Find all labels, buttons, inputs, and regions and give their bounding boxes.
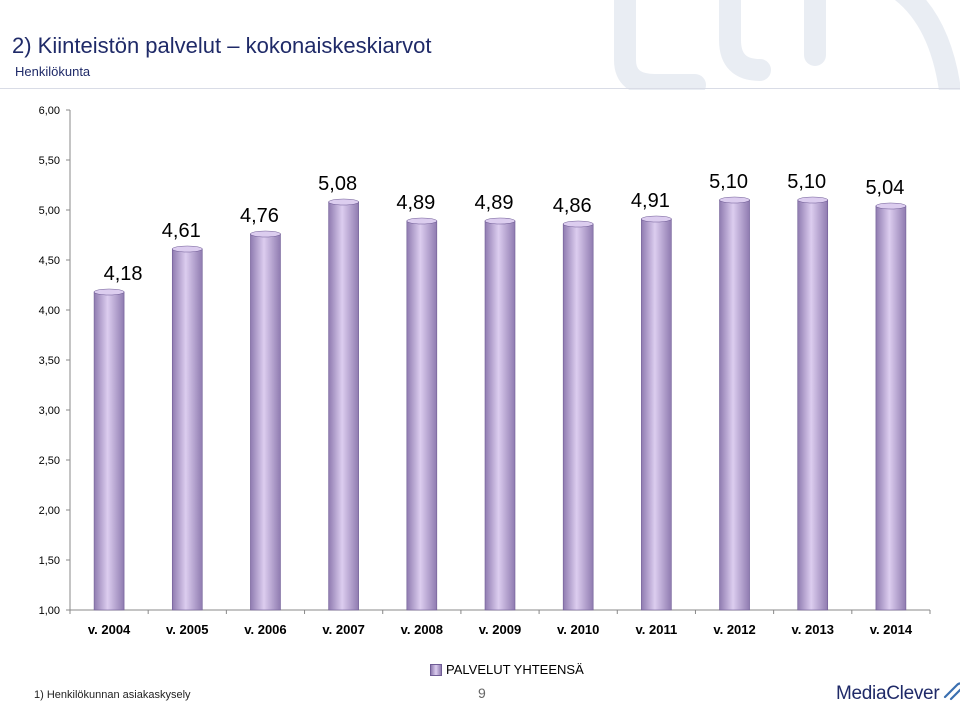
data-label: 4,91 [631, 190, 670, 212]
bar [562, 223, 594, 611]
bar [93, 291, 125, 611]
bar-cap [562, 220, 594, 228]
bar-cap [641, 215, 672, 223]
bar [641, 218, 672, 611]
bar-chart: 1,00 1,50 2,00 2,50 3,00 3,50 4,00 4,50 5,00 5,50… [39, 105, 931, 637]
bar [250, 233, 281, 611]
data-label: 5,04 [865, 177, 904, 199]
bar-cap [484, 217, 516, 225]
legend-swatch [430, 663, 442, 676]
y-tick-label: 2,00 [39, 505, 60, 517]
bar [406, 220, 438, 611]
bar-cap [250, 230, 281, 238]
x-tick-label: v. 2013 [792, 622, 834, 637]
x-tick-label: v. 2009 [479, 622, 521, 637]
y-tick-label: 6,00 [39, 105, 60, 117]
x-tick-label: v. 2012 [713, 622, 755, 637]
x-tick-label: v. 2007 [322, 622, 364, 637]
x-tick-label: v. 2006 [244, 622, 286, 637]
decorative-clip-graphic [614, 0, 960, 90]
footnote: 1) Henkilökunnan asiakaskysely [34, 689, 191, 701]
bar [719, 199, 750, 611]
y-tick-label: 3,00 [39, 405, 60, 417]
bar-cap [406, 217, 438, 225]
bar [328, 201, 359, 611]
data-label: 4,89 [396, 192, 435, 214]
logo-clip-icon [944, 682, 960, 701]
bar-cap [875, 202, 907, 210]
data-label: 4,76 [240, 205, 279, 227]
data-label: 4,61 [162, 220, 201, 242]
data-label: 5,10 [709, 171, 748, 193]
y-tick-label: 4,50 [39, 255, 60, 267]
bar [875, 205, 907, 611]
chart-legend: PALVELUT YHTEENSÄ [430, 662, 584, 677]
data-label: 4,86 [553, 195, 592, 217]
y-tick-label: 1,00 [39, 605, 60, 617]
logo-text: MediaClever [836, 683, 940, 704]
y-tick-label: 5,00 [39, 205, 60, 217]
data-label: 5,08 [318, 173, 357, 195]
y-tick-label: 5,50 [39, 155, 60, 167]
x-tick-label: v. 2011 [636, 622, 678, 637]
x-tick-label: v. 2008 [401, 622, 443, 637]
page-subtitle: Henkilökunta [15, 64, 91, 79]
legend-label: PALVELUT YHTEENSÄ [446, 662, 584, 677]
bar-cap [171, 245, 203, 253]
mediaclever-logo: MediaClever [836, 682, 960, 705]
page-title: 2) Kiinteistön palvelut – kokonaiskeskia… [12, 33, 432, 58]
bar-cap [93, 288, 125, 296]
data-label: 5,10 [787, 171, 826, 193]
bar-cap [719, 196, 750, 204]
x-tick-label: v. 2014 [870, 622, 913, 637]
bar [484, 220, 516, 611]
bar-cap [328, 198, 359, 206]
y-tick-label: 2,50 [39, 455, 60, 467]
y-tick-label: 4,00 [39, 305, 60, 317]
x-tick-label: v. 2005 [166, 622, 208, 637]
header-divider [0, 88, 960, 89]
data-label: 4,89 [475, 192, 514, 214]
page-number: 9 [478, 685, 486, 701]
bar [171, 248, 203, 611]
y-tick-label: 3,50 [39, 355, 60, 367]
x-tick-label: v. 2010 [557, 622, 599, 637]
y-tick-label: 1,50 [39, 555, 60, 567]
data-label: 4,18 [104, 263, 143, 285]
bar-series: 4,18 v. 2004 4,61 v. 2005 4,76 v. 2006 5,08 v. … [88, 171, 913, 637]
bar [797, 199, 829, 611]
bar-cap [797, 196, 829, 204]
x-tick-label: v. 2004 [88, 622, 131, 637]
